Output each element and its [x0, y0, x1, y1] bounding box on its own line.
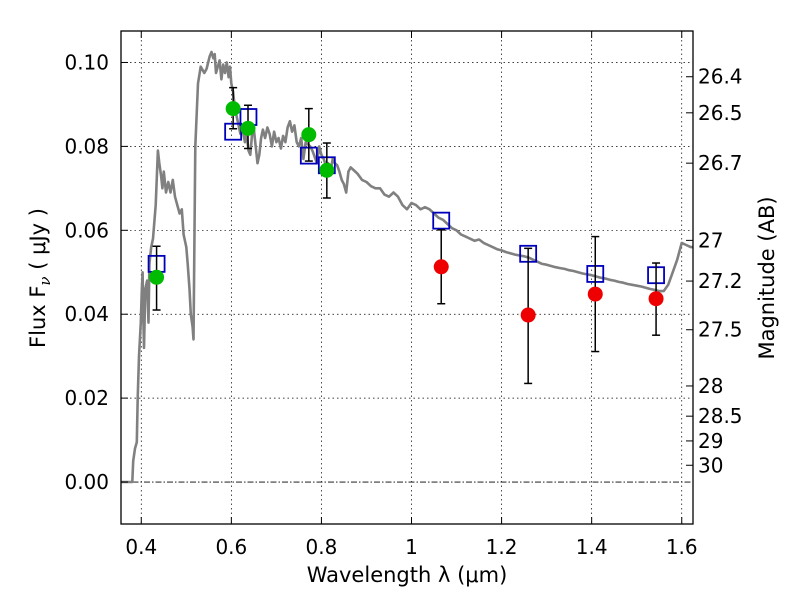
axis-ticks: 0.4 0.6 0.8 1 1.2 1.4 1.6 0.00 0.02 0.04 0.06 0.08 0… [64, 31, 743, 559]
magnitude-tick-label: 27.5 [698, 318, 743, 342]
detection-point [301, 127, 317, 143]
y-tick-label: 0.04 [64, 302, 109, 326]
detection-point [587, 286, 603, 302]
model-sed-line [121, 50, 693, 484]
magnitude-tick-label: 29 [698, 429, 723, 453]
x-tick-label: 0.6 [215, 535, 247, 559]
detection-point [319, 162, 335, 178]
magnitude-tick-label: 26.4 [698, 65, 743, 89]
x-tick-label: 0.4 [125, 535, 157, 559]
detection-point [520, 307, 536, 323]
x-tick-label: 1.4 [576, 535, 608, 559]
magnitude-tick-label: 26.5 [698, 101, 743, 125]
y-tick-label: 0.00 [64, 470, 109, 494]
model-photometry-square [432, 211, 451, 230]
x-axis-label: Wavelength λ (μm) [307, 563, 508, 587]
magnitude-tick-label: 27 [698, 228, 723, 252]
x-tick-label: 1.2 [486, 535, 518, 559]
grid-lines [121, 31, 693, 524]
detection-point [225, 101, 241, 117]
detection-point [240, 120, 256, 136]
plot-frame [120, 30, 694, 525]
magnitude-tick-label: 27.2 [698, 269, 743, 293]
detection-point [433, 259, 449, 275]
y-tick-label: 0.06 [64, 218, 109, 242]
y-tick-label: 0.10 [64, 50, 109, 74]
detection-point [149, 269, 165, 285]
magnitude-tick-label: 26.7 [698, 151, 743, 175]
detection-point [648, 291, 664, 307]
y-tick-label: 0.02 [64, 386, 109, 410]
y2-axis-label: Magnitude (AB) [755, 196, 779, 359]
magnitude-tick-label: 28.5 [698, 404, 743, 428]
x-tick-label: 1 [405, 535, 418, 559]
x-tick-label: 0.8 [306, 535, 338, 559]
model-sed-layer [121, 50, 693, 484]
data-points-layer [147, 86, 665, 385]
y-tick-label: 0.08 [64, 134, 109, 158]
x-tick-label: 1.6 [666, 535, 698, 559]
y-axis-label: Flux Fν ( μJy ) [26, 208, 54, 348]
magnitude-tick-label: 28 [698, 374, 723, 398]
magnitude-tick-label: 30 [698, 453, 723, 477]
